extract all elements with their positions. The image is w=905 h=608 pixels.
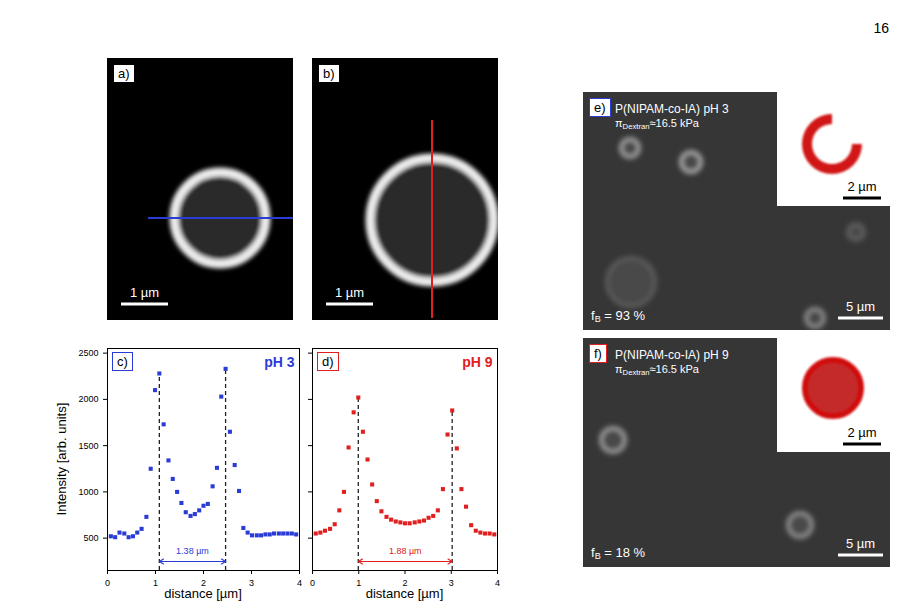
html-text:16: 16 bbox=[873, 20, 889, 36]
svg-text:1: 1 bbox=[356, 578, 361, 588]
svg-text:1500: 1500 bbox=[78, 441, 98, 451]
html-text:distance [µm]: distance [µm] bbox=[365, 586, 444, 601]
html-text:P(NIPAM-co-IA) pH 3: P(NIPAM-co-IA) pH 3 bbox=[615, 102, 729, 116]
html-text:Intensity [arb. units]: Intensity [arb. units] bbox=[54, 402, 69, 516]
svg-text:3: 3 bbox=[449, 578, 454, 588]
svg-text:2: 2 bbox=[402, 577, 408, 588]
html-text:c): c) bbox=[117, 354, 128, 369]
svg-text:3: 3 bbox=[249, 578, 254, 588]
svg-text:2 µm: 2 µm bbox=[847, 179, 876, 194]
html-text:P(NIPAM-co-IA) pH 9: P(NIPAM-co-IA) pH 9 bbox=[615, 348, 729, 362]
html-text:e): e) bbox=[594, 100, 606, 115]
svg-text:1.88 µm: 1.88 µm bbox=[389, 546, 422, 556]
svg-text:4: 4 bbox=[495, 578, 500, 588]
html-text:b): b) bbox=[323, 66, 335, 81]
svg-text:2000: 2000 bbox=[78, 394, 98, 404]
svg-text:1.38 µm: 1.38 µm bbox=[176, 546, 209, 556]
html-text:πDextran≈16.5 kPa: πDextran≈16.5 kPa bbox=[615, 363, 699, 377]
html-text:fB= 18 %: fB= 18 % bbox=[591, 545, 646, 562]
html-text:fB= 93 %: fB= 93 % bbox=[591, 308, 646, 325]
svg-text:0: 0 bbox=[105, 578, 110, 588]
html-text:distance [µm]: distance [µm] bbox=[164, 586, 242, 601]
svg-text:2: 2 bbox=[201, 577, 206, 588]
svg-text:2 µm: 2 µm bbox=[847, 425, 876, 440]
html-text:f): f) bbox=[594, 346, 602, 361]
html-text:πDextran≈16.5 kPa: πDextran≈16.5 kPa bbox=[615, 117, 699, 131]
svg-text:pH 9: pH 9 bbox=[462, 354, 493, 370]
svg-text:4: 4 bbox=[297, 578, 302, 588]
svg-text:2500: 2500 bbox=[78, 348, 98, 358]
svg-text:1 µm: 1 µm bbox=[130, 285, 159, 300]
svg-text:1 µm: 1 µm bbox=[335, 285, 364, 300]
html-text:d): d) bbox=[322, 354, 334, 369]
svg-text:pH 3: pH 3 bbox=[264, 354, 295, 370]
html-text:a): a) bbox=[118, 66, 130, 81]
svg-text:5 µm: 5 µm bbox=[846, 299, 875, 314]
svg-text:5 µm: 5 µm bbox=[846, 536, 875, 551]
svg-text:0: 0 bbox=[310, 578, 315, 588]
svg-text:500: 500 bbox=[83, 533, 98, 543]
svg-text:1000: 1000 bbox=[78, 487, 98, 497]
svg-text:1: 1 bbox=[153, 578, 158, 588]
